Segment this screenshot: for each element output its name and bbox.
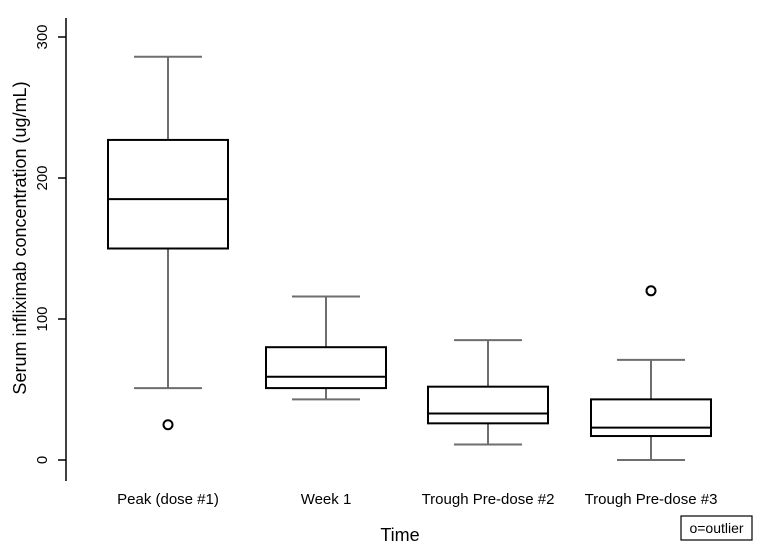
y-tick-label: 100 bbox=[34, 306, 51, 331]
iqr-box bbox=[590, 398, 712, 438]
iqr-box bbox=[107, 138, 229, 250]
box-group bbox=[427, 339, 549, 446]
box-group bbox=[265, 295, 387, 401]
x-category-label: Week 1 bbox=[301, 491, 352, 508]
x-axis-title: Time bbox=[380, 525, 419, 545]
x-category-label: Trough Pre-dose #3 bbox=[585, 491, 718, 508]
y-axis-title: Serum infliximab concentration (ug/mL) bbox=[10, 81, 30, 394]
iqr-box bbox=[265, 346, 387, 390]
outlier-point bbox=[162, 419, 174, 431]
y-tick-label: 200 bbox=[34, 165, 51, 190]
box-series bbox=[107, 55, 712, 461]
outlier-point bbox=[645, 285, 657, 297]
x-axis-labels: Peak (dose #1) Week 1 Trough Pre-dose #2 Tr… bbox=[117, 491, 717, 508]
box-group bbox=[107, 55, 229, 431]
y-tick-label: 0 bbox=[34, 456, 51, 464]
legend-box bbox=[680, 515, 753, 541]
legend: o=outlier bbox=[680, 515, 753, 541]
iqr-box bbox=[427, 385, 549, 425]
box-group bbox=[590, 285, 712, 461]
y-tick-label: 300 bbox=[34, 24, 51, 49]
x-category-label: Peak (dose #1) bbox=[117, 491, 219, 508]
x-category-label: Trough Pre-dose #2 bbox=[422, 491, 555, 508]
legend-text: o=outlier bbox=[689, 520, 743, 536]
y-axis-ticks: 0 100 200 300 bbox=[34, 24, 66, 464]
